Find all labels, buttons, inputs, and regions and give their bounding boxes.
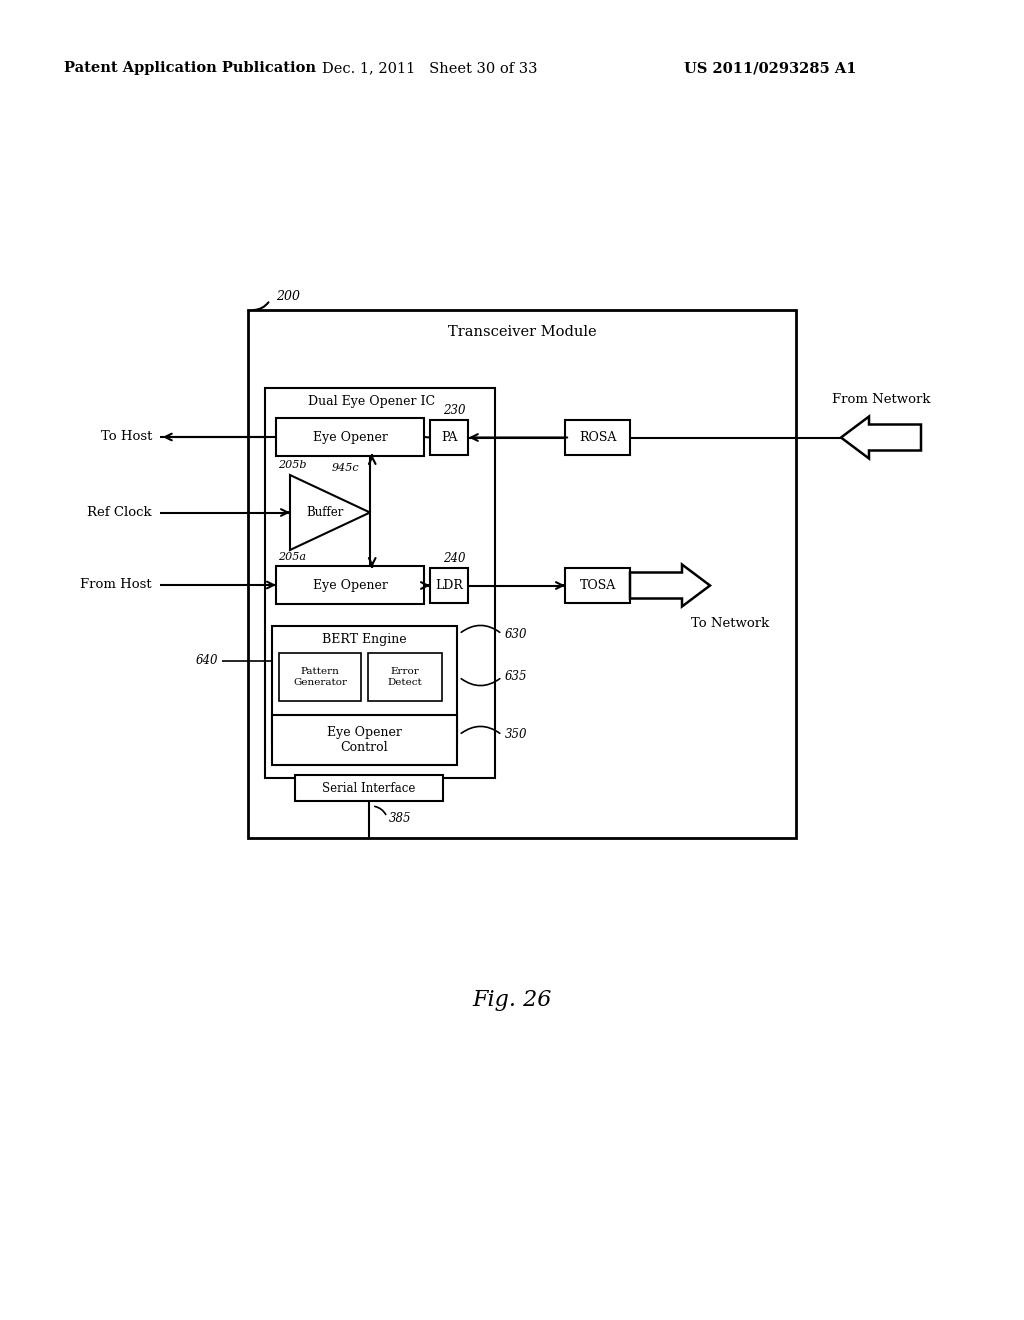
- Bar: [248, 310, 796, 838]
- Text: 385: 385: [389, 812, 412, 825]
- Text: Pattern
Generator: Pattern Generator: [293, 668, 347, 686]
- Text: Dec. 1, 2011   Sheet 30 of 33: Dec. 1, 2011 Sheet 30 of 33: [323, 61, 538, 75]
- Text: Fig. 26: Fig. 26: [472, 989, 552, 1011]
- Text: 205a: 205a: [278, 552, 306, 562]
- Text: 240: 240: [443, 552, 466, 565]
- Bar: [272, 715, 457, 766]
- Text: 640: 640: [196, 655, 218, 668]
- Text: 630: 630: [505, 627, 527, 640]
- Text: Eye Opener: Eye Opener: [312, 578, 387, 591]
- Text: To Host: To Host: [100, 430, 152, 444]
- Text: To Network: To Network: [691, 616, 769, 630]
- Text: PA: PA: [440, 432, 457, 444]
- Bar: [430, 568, 468, 603]
- Bar: [295, 775, 443, 801]
- Text: LDR: LDR: [435, 579, 463, 591]
- Text: Dual Eye Opener IC: Dual Eye Opener IC: [308, 396, 435, 408]
- Text: 945c: 945c: [331, 463, 358, 473]
- Bar: [276, 566, 424, 605]
- Text: Ref Clock: Ref Clock: [87, 506, 152, 519]
- Text: Buffer: Buffer: [306, 506, 344, 519]
- Bar: [276, 418, 424, 455]
- Text: ROSA: ROSA: [579, 432, 616, 444]
- Bar: [272, 626, 457, 744]
- Bar: [265, 388, 495, 777]
- Text: TOSA: TOSA: [580, 579, 615, 591]
- Text: Eye Opener: Eye Opener: [312, 430, 387, 444]
- Text: 230: 230: [443, 404, 466, 417]
- Bar: [279, 653, 361, 701]
- Text: From Host: From Host: [80, 578, 152, 591]
- Bar: [565, 420, 630, 455]
- Bar: [565, 568, 630, 603]
- Text: Transceiver Module: Transceiver Module: [447, 325, 596, 339]
- Polygon shape: [290, 475, 370, 550]
- Text: From Network: From Network: [831, 393, 930, 407]
- Text: 200: 200: [276, 290, 300, 304]
- FancyArrow shape: [841, 417, 921, 458]
- Text: Serial Interface: Serial Interface: [323, 781, 416, 795]
- Text: Eye Opener
Control: Eye Opener Control: [327, 726, 402, 754]
- FancyArrow shape: [630, 565, 710, 606]
- Bar: [368, 653, 442, 701]
- Text: 350: 350: [505, 729, 527, 742]
- Text: 635: 635: [505, 671, 527, 684]
- Text: 205b: 205b: [278, 459, 306, 470]
- Bar: [430, 420, 468, 455]
- Text: US 2011/0293285 A1: US 2011/0293285 A1: [684, 61, 856, 75]
- Text: Patent Application Publication: Patent Application Publication: [63, 61, 316, 75]
- Text: Error
Detect: Error Detect: [388, 668, 422, 686]
- Text: BERT Engine: BERT Engine: [323, 634, 407, 647]
